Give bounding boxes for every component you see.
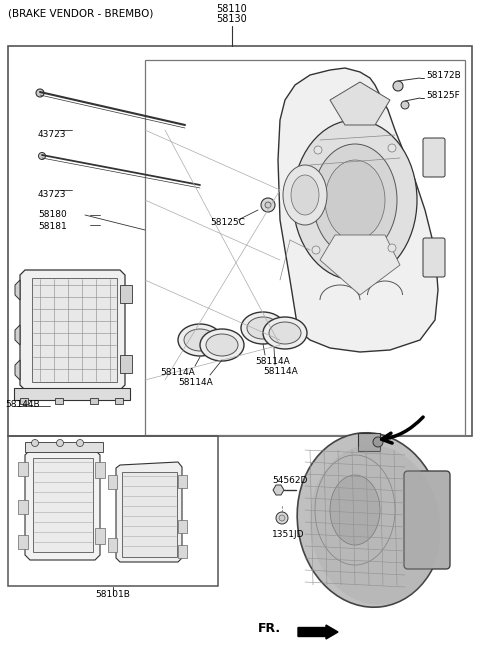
Bar [14, 388, 130, 400]
Ellipse shape [206, 334, 238, 356]
Ellipse shape [178, 324, 222, 356]
Bar [95, 462, 105, 478]
Text: 58125F: 58125F [426, 91, 460, 101]
Ellipse shape [297, 433, 443, 607]
Circle shape [314, 146, 322, 154]
Text: 58181: 58181 [38, 222, 67, 231]
Bar [178, 545, 187, 558]
Ellipse shape [293, 120, 417, 280]
Text: 58125C: 58125C [210, 218, 245, 227]
Circle shape [276, 512, 288, 524]
Bar [18, 462, 28, 476]
Polygon shape [15, 360, 20, 380]
Ellipse shape [184, 329, 216, 351]
Bar [122, 472, 177, 557]
Ellipse shape [283, 165, 327, 225]
Text: 58114A: 58114A [161, 368, 195, 377]
Circle shape [76, 440, 84, 447]
Polygon shape [15, 280, 20, 300]
Circle shape [312, 246, 320, 254]
Circle shape [32, 440, 38, 447]
Text: 1351JD: 1351JD [272, 530, 304, 539]
Circle shape [36, 89, 44, 97]
Circle shape [265, 202, 271, 208]
Bar [8, 436, 218, 586]
Bar [95, 528, 105, 544]
Bar [18, 535, 28, 549]
Bar [108, 475, 117, 489]
Text: (BRAKE VENDOR - BREMBO): (BRAKE VENDOR - BREMBO) [8, 8, 154, 18]
Bar [18, 500, 28, 514]
Text: 58101B: 58101B [96, 590, 131, 599]
Text: 58172B: 58172B [426, 72, 461, 81]
Ellipse shape [330, 475, 380, 545]
Polygon shape [330, 82, 390, 125]
Ellipse shape [269, 322, 301, 344]
FancyArrow shape [298, 625, 338, 639]
Polygon shape [273, 485, 284, 495]
Ellipse shape [200, 329, 244, 361]
Bar [108, 538, 117, 552]
Circle shape [388, 144, 396, 152]
FancyBboxPatch shape [404, 471, 450, 569]
Ellipse shape [315, 455, 395, 565]
Ellipse shape [247, 317, 279, 339]
FancyBboxPatch shape [423, 238, 445, 277]
Circle shape [261, 198, 275, 212]
Ellipse shape [291, 175, 319, 215]
Polygon shape [15, 325, 20, 345]
Text: 43723: 43723 [38, 190, 67, 199]
Circle shape [279, 515, 285, 521]
Text: 58114A: 58114A [179, 378, 214, 387]
Polygon shape [278, 68, 438, 352]
Text: 43723: 43723 [38, 130, 67, 139]
Bar [90, 398, 98, 404]
Circle shape [38, 152, 46, 160]
Circle shape [373, 437, 383, 447]
Ellipse shape [325, 160, 385, 240]
Text: 58144B: 58144B [5, 400, 40, 409]
Bar [32, 278, 117, 382]
Bar [178, 475, 187, 488]
Text: 58114A: 58114A [263, 367, 298, 376]
Bar [115, 398, 123, 404]
Bar [178, 520, 187, 533]
Ellipse shape [313, 144, 397, 256]
Ellipse shape [310, 445, 440, 604]
Ellipse shape [241, 312, 285, 344]
Text: 54562D: 54562D [272, 476, 307, 485]
Polygon shape [116, 462, 182, 562]
FancyBboxPatch shape [423, 138, 445, 177]
Bar [120, 355, 132, 373]
Ellipse shape [263, 317, 307, 349]
Bar [145, 60, 465, 435]
Text: 58114A: 58114A [255, 357, 290, 366]
Bar [20, 398, 28, 404]
Polygon shape [25, 450, 100, 560]
Text: 58110: 58110 [216, 4, 247, 14]
Polygon shape [20, 270, 125, 390]
Circle shape [57, 440, 63, 447]
Bar [55, 398, 63, 404]
Text: FR.: FR. [258, 622, 281, 635]
Bar [120, 285, 132, 303]
Bar [33, 458, 93, 552]
Text: 58180: 58180 [38, 210, 67, 219]
Polygon shape [320, 235, 400, 295]
Bar [358, 433, 380, 451]
Bar [8, 46, 472, 436]
Circle shape [401, 101, 409, 109]
Bar [25, 442, 103, 452]
Circle shape [388, 244, 396, 252]
Text: 58130: 58130 [216, 14, 247, 24]
Circle shape [393, 81, 403, 91]
